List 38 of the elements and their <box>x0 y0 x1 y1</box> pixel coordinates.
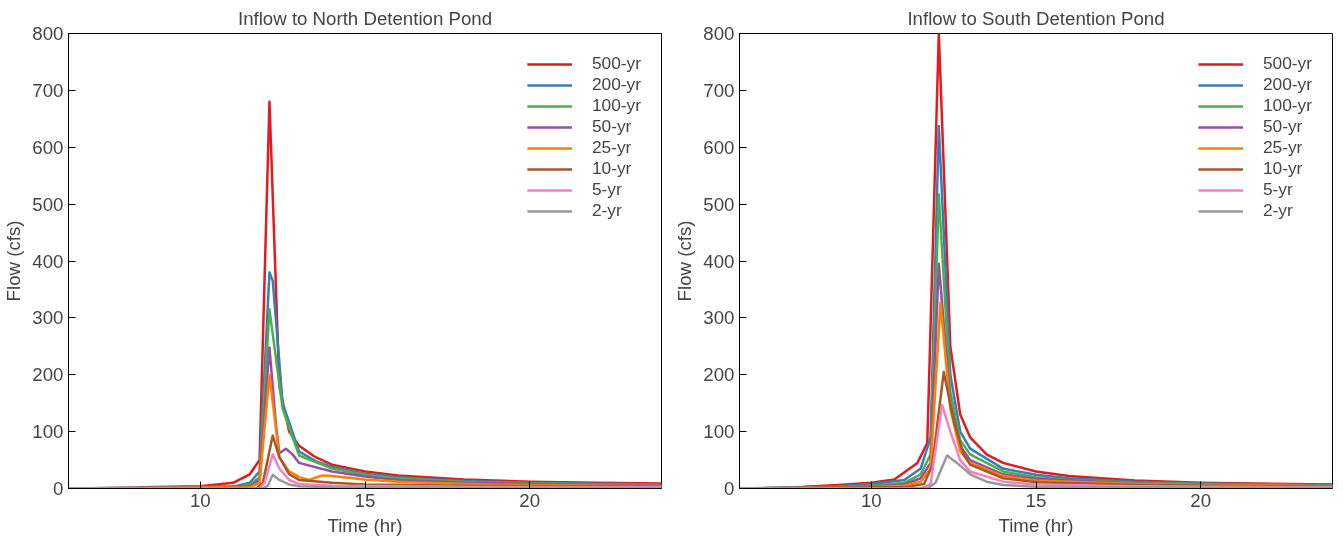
legend-label: 10-yr <box>591 158 632 179</box>
legend-label: 100-yr <box>591 95 641 116</box>
y-tick-label: 300 <box>703 307 735 329</box>
y-tick-label: 300 <box>32 307 64 329</box>
y-tick-label: 100 <box>703 421 735 443</box>
chart-title: Inflow to North Detention Pond <box>237 7 493 29</box>
chart-title: Inflow to South Detention Pond <box>907 7 1165 29</box>
y-tick-label: 100 <box>32 421 64 443</box>
y-tick-label: 200 <box>32 364 64 386</box>
y-axis-title: Flow (cfs) <box>674 220 696 302</box>
x-tick-label: 15 <box>1025 489 1047 511</box>
x-axis-title: Time (hr) <box>998 514 1074 536</box>
y-tick-label: 800 <box>703 23 735 44</box>
y-axis-title: Flow (cfs) <box>3 220 25 302</box>
y-tick-label: 500 <box>703 193 735 215</box>
x-tick-label: 20 <box>1190 489 1212 511</box>
x-axis-title: Time (hr) <box>327 514 403 536</box>
legend-label: 200-yr <box>591 74 641 95</box>
y-tick-label: 400 <box>703 250 735 272</box>
legend-label: 2-yr <box>591 200 622 221</box>
x-tick-label: 15 <box>354 489 376 511</box>
legend-label: 25-yr <box>591 137 632 158</box>
y-tick-label: 600 <box>703 136 735 158</box>
y-tick-label: 600 <box>32 136 64 158</box>
y-tick-label: 700 <box>703 79 735 101</box>
y-tick-label: 200 <box>703 364 735 386</box>
x-tick-label: 20 <box>519 489 541 511</box>
y-tick-label: 0 <box>53 478 64 499</box>
y-tick-label: 400 <box>32 250 64 272</box>
y-tick-label: 500 <box>32 193 64 215</box>
legend-label: 50-yr <box>591 116 632 137</box>
legend-label: 5-yr <box>591 179 622 200</box>
y-tick-label: 700 <box>32 79 64 101</box>
legend-label: 500-yr <box>591 53 641 74</box>
x-tick-label: 10 <box>860 489 882 511</box>
x-tick-label: 10 <box>189 489 211 511</box>
y-tick-label: 800 <box>32 23 64 44</box>
y-tick-label: 0 <box>724 478 735 499</box>
